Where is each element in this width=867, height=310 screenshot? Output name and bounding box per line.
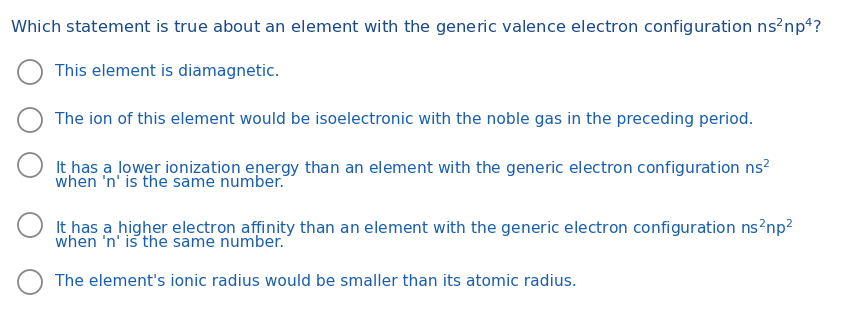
Text: This element is diamagnetic.: This element is diamagnetic. xyxy=(55,64,279,79)
Text: when 'n' is the same number.: when 'n' is the same number. xyxy=(55,175,284,190)
Text: It has a lower ionization energy than an element with the generic electron confi: It has a lower ionization energy than an… xyxy=(55,157,771,179)
Text: Which statement is true about an element with the generic valence electron confi: Which statement is true about an element… xyxy=(10,16,822,38)
Text: when 'n' is the same number.: when 'n' is the same number. xyxy=(55,235,284,250)
Text: The element's ionic radius would be smaller than its atomic radius.: The element's ionic radius would be smal… xyxy=(55,274,577,289)
Text: The ion of this element would be isoelectronic with the noble gas in the precedi: The ion of this element would be isoelec… xyxy=(55,112,753,127)
Text: It has a higher electron affinity than an element with the generic electron conf: It has a higher electron affinity than a… xyxy=(55,217,793,239)
